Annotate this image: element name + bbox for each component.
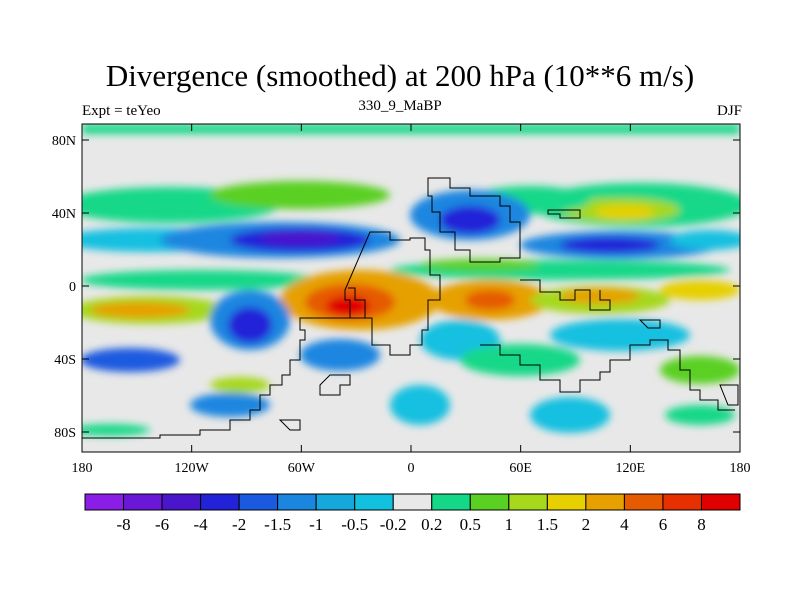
colorbar-label: -8 — [116, 515, 130, 534]
colorbar-swatch — [123, 493, 163, 511]
y-tick-label: 0 — [69, 280, 76, 295]
map-axes: 80N 40N 0 40S 80S 180 120W 60W 0 60E 120E 180 — [52, 124, 751, 476]
divergence-field — [82, 124, 740, 452]
colorbar-swatch — [277, 493, 317, 511]
y-tick-label: 40N — [52, 207, 76, 222]
colorbar-swatch — [431, 493, 471, 511]
colorbar-swatch — [508, 493, 548, 511]
x-tick-label: 180 — [730, 461, 751, 476]
colorbar-swatch — [315, 493, 356, 511]
x-tick-label: 120E — [616, 461, 646, 476]
x-tick-label: 120W — [175, 461, 210, 476]
colorbar-swatch — [392, 493, 433, 511]
colorbar-label: -0.2 — [380, 515, 407, 534]
colorbar-label: 8 — [697, 515, 706, 534]
colorbar-swatch — [354, 493, 394, 511]
colorbar-label: -4 — [194, 515, 209, 534]
colorbar-swatch — [623, 493, 664, 511]
chart-title: Divergence (smoothed) at 200 hPa (10**6 … — [105, 58, 695, 93]
colorbar-swatch — [700, 493, 741, 511]
x-tick-label: 0 — [408, 461, 415, 476]
colorbar-label: -2 — [232, 515, 246, 534]
colorbar-label: 4 — [620, 515, 629, 534]
coastlines — [82, 177, 739, 439]
experiment-subtitle: 330_9_MaBP — [358, 98, 442, 114]
colorbar-label: -1 — [309, 515, 323, 534]
x-tick-label: 180 — [72, 461, 93, 476]
colorbar-swatch — [469, 493, 510, 511]
colorbar-swatch — [161, 493, 202, 511]
colorbar-swatch — [238, 493, 279, 511]
x-tick-label: 60E — [509, 461, 532, 476]
colorbar-label: 1 — [505, 515, 514, 534]
season-label: DJF — [716, 103, 742, 119]
colorbar-swatch — [662, 493, 702, 511]
colorbar-label: -0.5 — [341, 515, 368, 534]
colorbar-swatch — [585, 493, 625, 511]
colorbar-label: 6 — [659, 515, 668, 534]
y-tick-label: 40S — [54, 353, 76, 368]
colorbar-swatch — [84, 493, 125, 511]
colorbar-swatch — [546, 493, 587, 511]
colorbar-label: 2 — [582, 515, 591, 534]
colorbar-swatch — [200, 493, 240, 511]
colorbar-label: 0.5 — [460, 515, 481, 534]
x-tick-label: 60W — [288, 461, 316, 476]
y-tick-label: 80N — [52, 134, 76, 149]
colorbar-label: -1.5 — [264, 515, 291, 534]
colorbar-label: 1.5 — [537, 515, 558, 534]
y-tick-label: 80S — [54, 426, 76, 441]
colorbar-label: -6 — [155, 515, 169, 534]
colorbar-label: 0.2 — [421, 515, 442, 534]
expt-label: Expt = teYeo — [82, 103, 161, 119]
colorbar: -8 -6 -4 -2 -1.5 -1 -0.5 -0.2 0.2 0.5 1 1.5 2 4 6 8 — [84, 493, 741, 534]
